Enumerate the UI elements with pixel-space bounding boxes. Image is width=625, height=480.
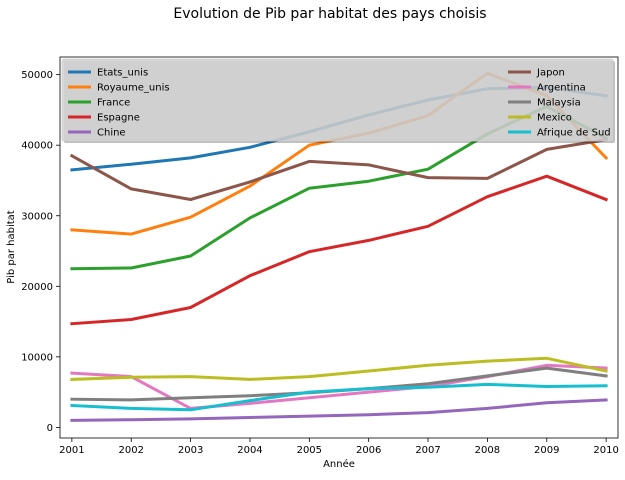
y-tick-label: 10000	[21, 352, 53, 363]
y-tick-label: 30000	[21, 211, 53, 222]
series-line-mexico	[70, 356, 608, 381]
legend-label-mexico: Mexico	[537, 113, 572, 124]
x-tick-label: 2007	[415, 445, 440, 456]
x-tick-label: 2006	[356, 445, 381, 456]
y-axis-label: Pib par habitat	[6, 210, 17, 284]
legend-label-espagne: Espagne	[97, 113, 140, 124]
y-tick-label: 0	[47, 423, 53, 434]
y-tick-label: 40000	[21, 141, 53, 152]
axes: 2001 2002 2003 2004 2005 2006 2007 2008 2009 2010…	[21, 70, 619, 456]
x-tick-label: 2005	[297, 445, 322, 456]
legend-label-france: France	[97, 98, 130, 109]
plot-frame	[59, 56, 619, 439]
legend-box	[61, 58, 614, 142]
y-tick-label: 20000	[21, 282, 53, 293]
legend-label-etats-unis: Etats_unis	[97, 68, 148, 79]
series-line-afrique-de-sud	[70, 382, 608, 412]
legend-label-malaysia: Malaysia	[537, 98, 581, 109]
x-tick-label: 2009	[534, 445, 559, 456]
x-tick-label: 2003	[178, 445, 203, 456]
chart-title: Evolution de Pib par habitat des pays ch…	[173, 6, 486, 22]
legend-label-royaume-unis: Royaume_unis	[97, 83, 170, 94]
series-line-espagne	[70, 174, 609, 326]
x-tick-label: 2002	[119, 445, 144, 456]
x-axis-label: Année	[323, 458, 355, 470]
x-tick-label: 2004	[237, 445, 262, 456]
x-tick-label: 2008	[475, 445, 500, 456]
legend-label-afrique-de-sud: Afrique de Sud	[537, 128, 611, 139]
x-tick-label: 2010	[593, 445, 618, 456]
series-line-chine	[70, 398, 608, 422]
legend: Etats_unis Royaume_unis France Espagne Chine…	[61, 58, 615, 143]
y-tick-label: 50000	[21, 70, 53, 81]
legend-label-japon: Japon	[536, 68, 565, 79]
legend-label-argentina: Argentina	[537, 83, 586, 94]
legend-label-chine: Chine	[97, 128, 126, 139]
series-line-japon	[69, 137, 608, 201]
x-tick-label: 2001	[59, 445, 84, 456]
